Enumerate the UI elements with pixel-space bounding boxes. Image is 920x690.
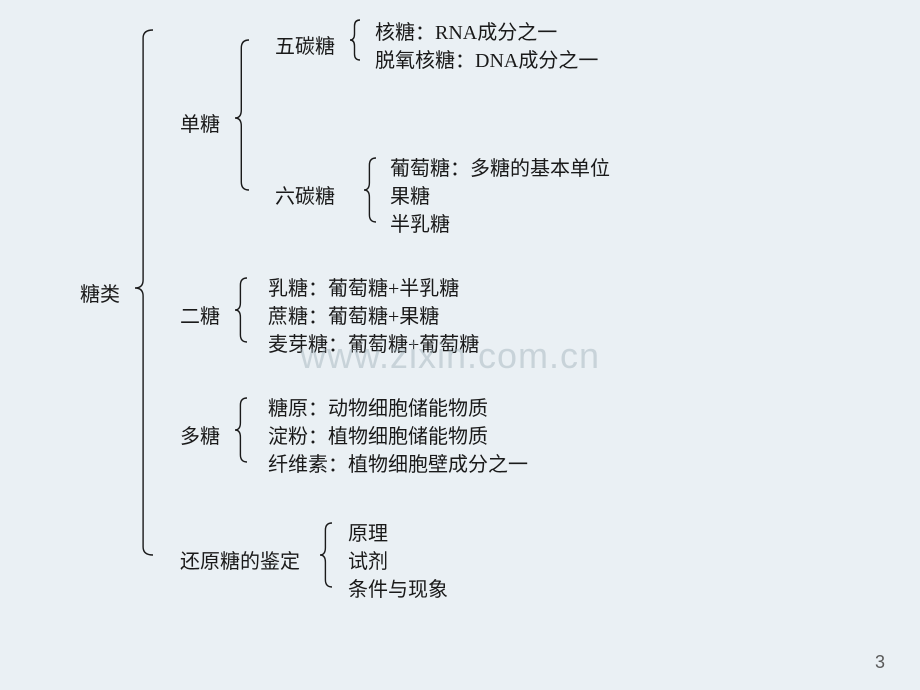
node-starch: 淀粉：植物细胞储能物质 xyxy=(268,420,488,449)
node-cellulose: 纤维素：植物细胞壁成分之一 xyxy=(268,448,528,477)
node-lactose: 乳糖：葡萄糖+半乳糖 xyxy=(268,272,459,301)
node-sucrose: 蔗糖：葡萄糖+果糖 xyxy=(268,300,439,329)
node-monosac: 单糖 xyxy=(180,108,220,137)
node-glycogen: 糖原：动物细胞储能物质 xyxy=(268,392,488,421)
curly-brace xyxy=(320,523,332,587)
node-reducing: 还原糖的鉴定 xyxy=(180,545,300,574)
curly-brace xyxy=(235,40,249,190)
curly-brace xyxy=(364,158,376,222)
node-deoxy: 脱氧核糖：DNA成分之一 xyxy=(375,44,598,73)
node-polysac: 多糖 xyxy=(180,420,220,449)
curly-brace xyxy=(235,278,247,342)
page-number: 3 xyxy=(875,652,885,673)
node-reagent: 试剂 xyxy=(348,545,388,574)
watermark-text: www.zixin.com.cn xyxy=(300,335,600,377)
curly-brace xyxy=(235,398,247,462)
node-condition: 条件与现象 xyxy=(348,573,448,602)
node-hexose: 六碳糖 xyxy=(275,180,335,209)
node-root: 糖类 xyxy=(80,278,120,307)
node-principle: 原理 xyxy=(348,517,388,546)
node-fructose: 果糖 xyxy=(390,180,430,209)
curly-brace xyxy=(350,20,360,60)
node-glucose: 葡萄糖：多糖的基本单位 xyxy=(390,152,610,181)
node-ribose: 核糖：RNA成分之一 xyxy=(375,16,557,45)
node-disac: 二糖 xyxy=(180,300,220,329)
node-galactose: 半乳糖 xyxy=(390,208,450,237)
node-pentose: 五碳糖 xyxy=(275,30,335,59)
curly-brace xyxy=(135,30,153,555)
